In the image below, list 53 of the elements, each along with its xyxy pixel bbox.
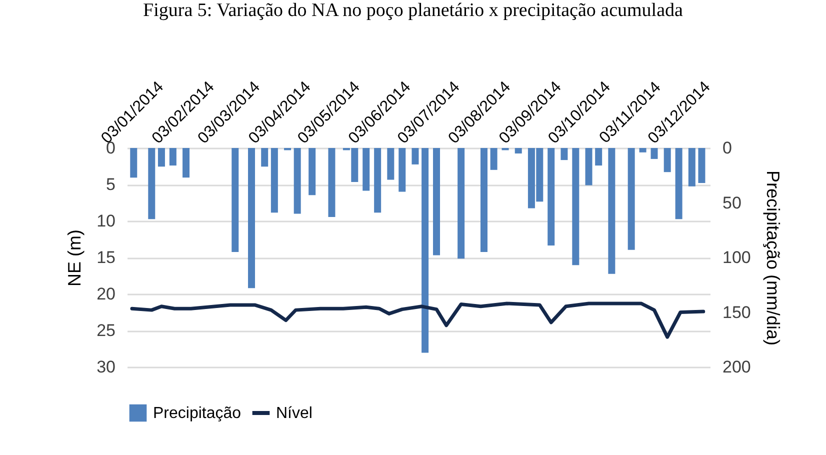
bar <box>308 148 316 196</box>
bar <box>480 148 488 252</box>
bar <box>698 148 706 184</box>
bar <box>433 148 440 256</box>
bar <box>664 148 671 172</box>
y2-tick-label: 0 <box>722 138 732 158</box>
bar <box>548 148 555 246</box>
chart-title: Figura 5: Variação do NA no poço planetário x precipitação acumulada <box>142 0 684 22</box>
legend-label: Precipitação <box>153 405 242 422</box>
y2-tick-label: 100 <box>722 248 751 267</box>
y-tick-label: 20 <box>96 284 116 304</box>
y-tick-label: 5 <box>106 175 116 194</box>
bar <box>585 148 592 186</box>
bar <box>412 148 419 164</box>
bar <box>650 148 658 159</box>
y-tick-label: 25 <box>96 321 116 340</box>
bar <box>490 148 498 170</box>
legend-label: Nível <box>276 405 312 422</box>
bar <box>398 148 406 192</box>
y2-tick-label: 50 <box>722 193 742 212</box>
bar <box>270 148 278 213</box>
line-series <box>130 302 706 339</box>
bar <box>261 148 268 167</box>
bar <box>560 148 568 160</box>
bar <box>572 148 580 266</box>
bar <box>328 148 336 217</box>
y2-tick-label: 150 <box>722 302 751 322</box>
bar <box>362 148 370 191</box>
bar <box>514 148 522 154</box>
y-axis-title: NE (m) <box>64 230 85 286</box>
bar <box>458 148 465 259</box>
bar <box>628 148 635 250</box>
bar <box>248 148 256 288</box>
bar <box>294 148 301 214</box>
bar <box>608 148 616 274</box>
bar <box>232 148 239 252</box>
y2-axis-title: Precipitação (mm/dia) <box>762 170 783 346</box>
bar <box>387 148 394 180</box>
bar <box>130 148 138 178</box>
bar <box>675 148 682 220</box>
bar <box>688 148 696 186</box>
y-tick-label: 10 <box>96 212 116 230</box>
bar <box>148 148 156 220</box>
y-tick-label: 15 <box>96 248 116 267</box>
bar <box>595 148 602 166</box>
bar <box>422 148 429 353</box>
bar <box>639 148 646 152</box>
y2-tick-label: 200 <box>722 358 751 376</box>
bar <box>182 148 190 178</box>
y-tick-label: 30 <box>96 358 116 376</box>
bar <box>169 148 176 166</box>
bar <box>374 148 382 213</box>
bar <box>158 148 165 167</box>
